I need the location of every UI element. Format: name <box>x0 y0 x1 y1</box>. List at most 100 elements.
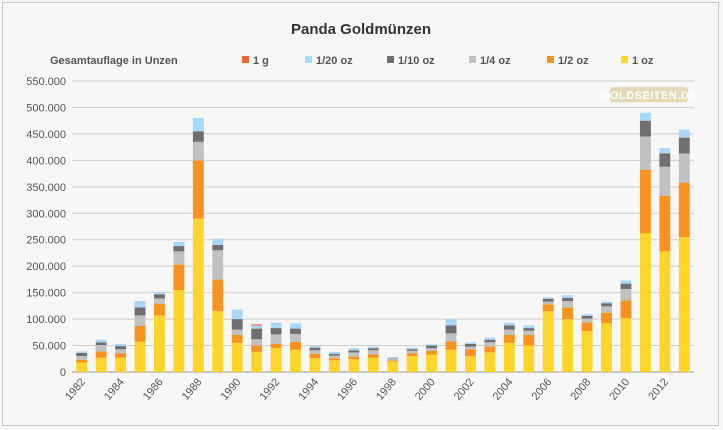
bar-segment <box>173 241 185 247</box>
x-tick-label: 2008 <box>568 376 593 402</box>
bar-segment <box>562 295 574 298</box>
bar-segment <box>192 141 204 161</box>
bar-segment <box>581 318 593 323</box>
x-tick-label: 1986 <box>141 376 166 402</box>
bar-stack-1989 <box>212 238 224 372</box>
legend-label: 1 g <box>253 55 269 67</box>
bar-segment <box>95 345 107 352</box>
bar-segment <box>601 301 612 304</box>
bar-segment <box>348 352 360 357</box>
bar-segment <box>134 341 146 372</box>
legend-swatch <box>547 56 554 63</box>
y-tick-label: 200.000 <box>26 261 66 273</box>
bar-stack-2009 <box>601 301 612 372</box>
bar-segment <box>542 304 554 312</box>
bar-segment <box>173 264 185 290</box>
bar-stack-2013 <box>678 129 690 372</box>
bar-segment <box>367 357 379 372</box>
y-tick-label: 450.000 <box>26 129 66 141</box>
bar-segment <box>270 343 282 349</box>
bar-segment <box>406 350 418 354</box>
bar-stack-1996 <box>348 348 360 372</box>
bar-stack-2003 <box>484 337 496 372</box>
y-tick-label: 500.000 <box>26 102 66 114</box>
bar-segment <box>465 356 476 372</box>
legend-item: 1/10 oz <box>387 55 435 67</box>
y-tick-label: 550.000 <box>26 76 66 88</box>
bar-stack-1988 <box>192 118 204 372</box>
x-tick-label: 2010 <box>607 376 632 402</box>
y-axis-ticks: 0 50.000 100.000 150.000 200.000 250.000 300.0… <box>26 76 66 379</box>
bar-segment <box>542 297 554 299</box>
bar-segment <box>639 169 651 234</box>
bar-segment <box>659 195 671 252</box>
bar-stack-2010 <box>620 280 632 372</box>
bar-segment <box>251 339 263 346</box>
legend-label: 1/20 oz <box>316 55 353 67</box>
bar-segment <box>328 355 340 359</box>
bar-segment <box>76 359 88 363</box>
legend-item: 1 g <box>242 55 269 67</box>
bar-segment <box>251 324 263 326</box>
x-tick-label: 1994 <box>296 376 321 402</box>
bar-segment <box>601 306 612 313</box>
bar-segment <box>639 120 651 137</box>
legend-swatch <box>469 56 476 63</box>
bar-segment <box>678 137 690 154</box>
bar-segment <box>562 297 574 302</box>
bar-segment <box>484 339 496 343</box>
x-tick-label: 1998 <box>374 376 399 402</box>
bar-segment <box>639 136 651 170</box>
bar-segment <box>562 319 574 372</box>
y-tick-label: 150.000 <box>26 288 66 300</box>
legend-item: 1/4 oz <box>469 55 511 67</box>
bar-segment <box>154 294 165 299</box>
bar-segment <box>484 346 496 353</box>
bar-segment <box>134 301 146 308</box>
bar-stack-2006 <box>542 297 554 372</box>
bar-segment <box>620 300 632 319</box>
bar-segment <box>290 341 301 350</box>
bar-segment <box>115 349 127 354</box>
bar-segment <box>251 351 263 372</box>
bar-stack-2001 <box>445 319 457 372</box>
bar-segment <box>173 289 185 372</box>
bar-segment <box>348 348 360 351</box>
x-tick-label: 1996 <box>335 376 360 402</box>
bar-stack-1993 <box>290 323 301 372</box>
bar-stack-1999 <box>406 347 418 372</box>
bar-segment <box>270 322 282 329</box>
bar-segment <box>270 348 282 372</box>
bar-segment <box>678 153 690 183</box>
legend-item: 1 oz <box>621 55 654 67</box>
bar-segment <box>290 328 301 334</box>
bar-segment <box>348 359 360 372</box>
bar-segment <box>426 350 438 355</box>
bar-segment <box>328 358 340 361</box>
bar-segment <box>231 329 243 335</box>
bar-segment <box>328 360 340 372</box>
bar-segment <box>367 346 379 349</box>
bar-segment <box>445 349 457 372</box>
bar-segment <box>387 357 399 359</box>
bar-segment <box>387 360 399 362</box>
y-tick-label: 400.000 <box>26 155 66 167</box>
legend-swatch <box>621 56 628 63</box>
bar-segment <box>620 283 632 289</box>
bar-stack-1992 <box>270 322 282 372</box>
bar-segment <box>659 153 671 167</box>
bar-segment <box>465 343 476 347</box>
bar-segment <box>76 352 88 357</box>
bar-segment <box>523 325 535 329</box>
bar-stack-2011 <box>639 112 651 372</box>
y-axis-label: Gesamtauflage in Unzen <box>50 55 178 67</box>
bar-segment <box>231 342 243 372</box>
bar-segment <box>426 348 438 351</box>
bar-segment <box>328 351 340 355</box>
bar-segment <box>523 334 535 346</box>
bar-stack-2005 <box>523 325 535 372</box>
bar-segment <box>406 349 418 351</box>
bar-segment <box>95 339 107 343</box>
y-tick-label: 300.000 <box>26 208 66 220</box>
bar-segment <box>115 357 127 372</box>
